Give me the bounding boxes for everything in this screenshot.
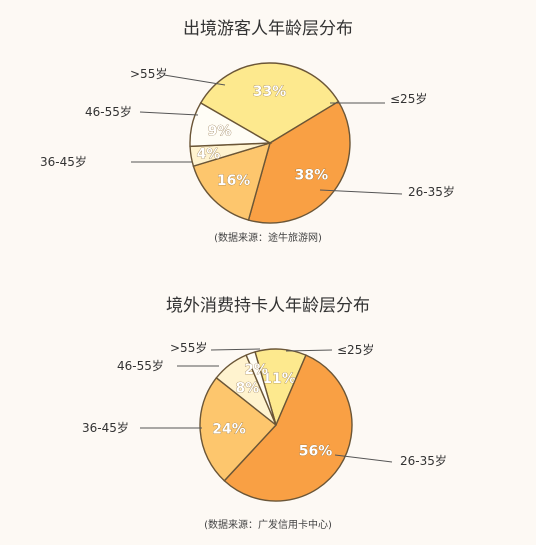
leader-line — [210, 348, 261, 351]
pie-slice-36-45 — [192, 141, 272, 221]
leader-line — [319, 189, 403, 195]
slice-percent-label: 24% — [212, 422, 246, 438]
slice-category-label: >55岁 — [130, 66, 167, 81]
chart-title: 境外消费持卡人年龄层分布 — [166, 296, 370, 316]
pie-slice-le25 — [199, 62, 340, 144]
slice-percent-label: 16% — [217, 173, 251, 189]
leader-line — [334, 454, 393, 463]
slice-category-label: 46-55岁 — [85, 104, 132, 119]
chart-source: (数据来源：途牛旅游网) — [214, 231, 322, 244]
slice-percent-label: 8% — [236, 381, 260, 397]
leader-line — [285, 349, 333, 352]
slice-percent-label: 33% — [253, 84, 287, 100]
leader-line — [139, 111, 199, 116]
chart-title: 出境游客人年龄层分布 — [183, 19, 353, 39]
slice-percent-label: 38% — [295, 167, 329, 183]
slice-category-label: 36-45岁 — [82, 420, 129, 435]
pie-slice-gt55 — [189, 102, 273, 148]
pie-chart-cardholders: 境外消费持卡人年龄层分布 11% 56% 24% 8% 2% ≤25岁 26-35岁 36-… — [82, 296, 447, 531]
pie-slice-26-35 — [247, 100, 351, 224]
slice-category-label: 46-55岁 — [117, 358, 164, 373]
slice-category-label: ≤25岁 — [337, 342, 374, 357]
slice-category-label: 26-35岁 — [408, 184, 455, 199]
slice-category-label: 26-35岁 — [400, 453, 447, 468]
slice-category-label: >55岁 — [170, 340, 207, 355]
chart-source: (数据来源：广发信用卡中心) — [204, 518, 332, 531]
pie-slice-gt55 — [245, 351, 277, 426]
pie-slice-36-45 — [199, 376, 278, 482]
slice-percent-label: 2% — [244, 362, 268, 378]
slice-percent-label: 56% — [299, 444, 333, 460]
slice-percent-label: 11% — [262, 371, 296, 387]
slice-category-label: ≤25岁 — [390, 91, 427, 106]
pie-slice-26-35 — [223, 354, 353, 502]
slice-category-label: 36-45岁 — [40, 154, 87, 169]
slice-percent-label: 4% — [197, 146, 221, 162]
pie-chart-travelers: 出境游客人年龄层分布 33% 38% 16% 4% 9% ≤25岁 26-35岁 36-45… — [40, 19, 455, 244]
slice-percent-label: 9% — [208, 124, 232, 140]
leader-line — [163, 74, 226, 86]
